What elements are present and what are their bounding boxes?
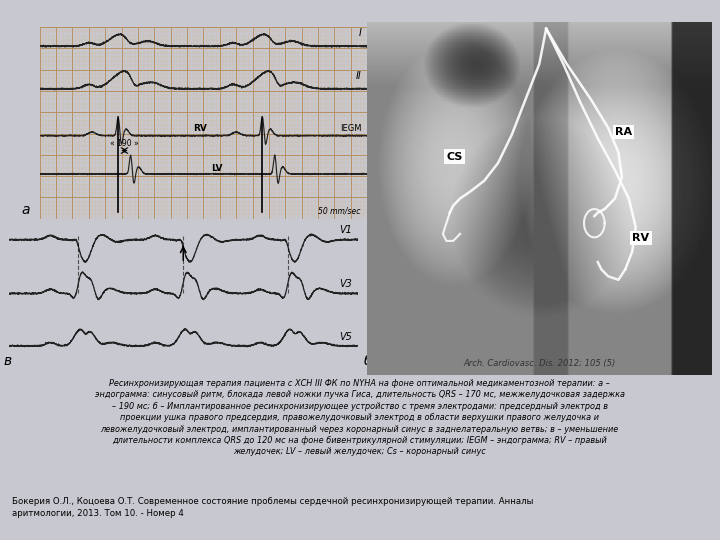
Text: а: а [22, 202, 30, 217]
Text: V5: V5 [339, 332, 352, 342]
Text: IEGM: IEGM [341, 124, 362, 133]
Text: Ресинхронизирующая терапия пациента с ХСН III ФК по NYHA на фоне оптимальной мед: Ресинхронизирующая терапия пациента с ХС… [94, 379, 625, 456]
Text: Бокерия О.Л., Коцоева О.Т. Современное состояние проблемы сердечной ресинхронизи: Бокерия О.Л., Коцоева О.Т. Современное с… [12, 497, 534, 517]
Text: Arch. Cardiovasc. Dis. 2012; 105 (5): Arch. Cardiovasc. Dis. 2012; 105 (5) [463, 359, 616, 368]
Text: RA: RA [615, 127, 632, 137]
Text: б: б [364, 354, 372, 368]
Text: RV: RV [193, 124, 207, 133]
Text: LV: LV [211, 164, 222, 173]
Text: 50 mm/sec: 50 mm/sec [318, 207, 361, 215]
Text: CS: CS [446, 152, 463, 161]
Text: II: II [356, 71, 362, 81]
Text: « 190 »: « 190 » [110, 139, 139, 148]
Text: RV: RV [632, 233, 649, 243]
Text: V3: V3 [339, 279, 352, 289]
Text: в: в [3, 354, 12, 368]
Text: I: I [359, 29, 362, 38]
Text: V1: V1 [339, 225, 352, 235]
